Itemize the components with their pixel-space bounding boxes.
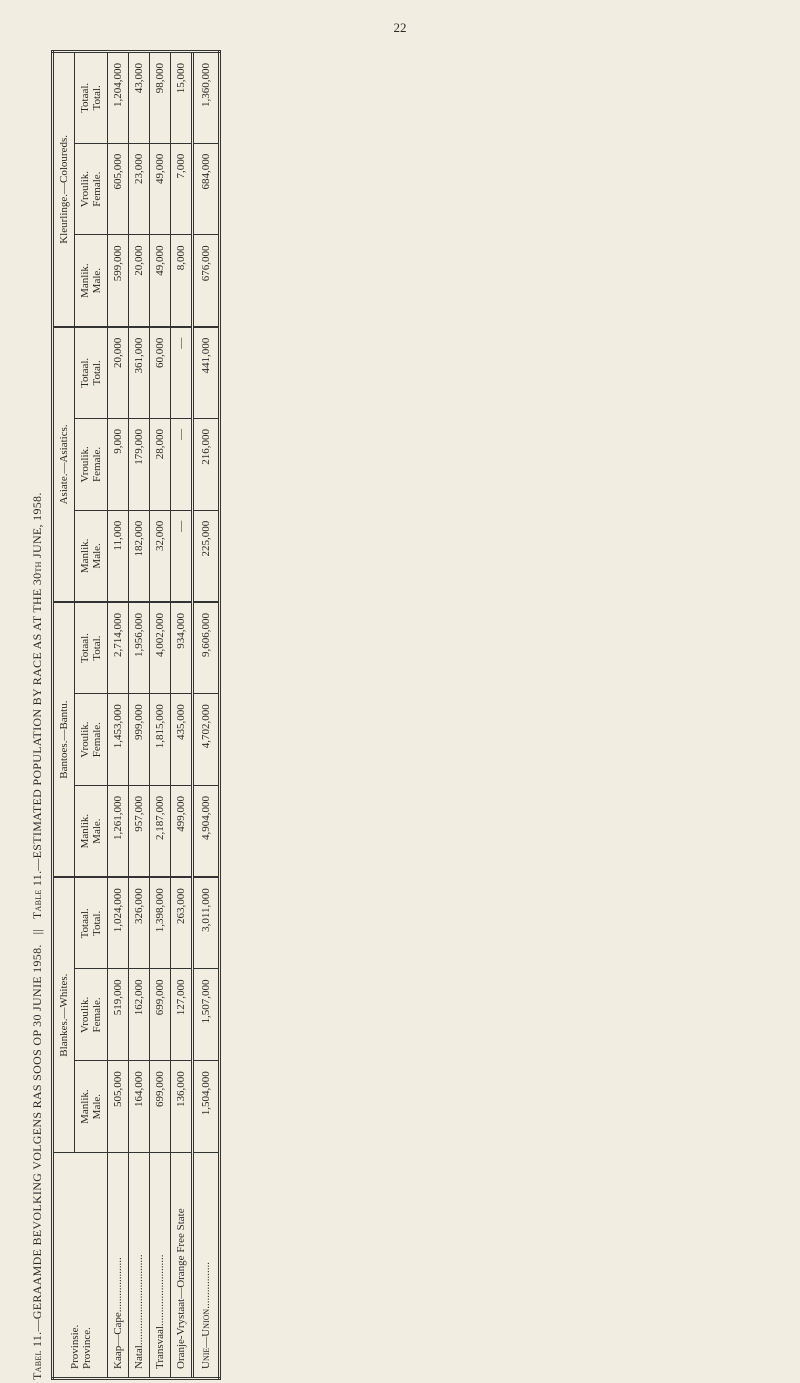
cell: 999,000	[129, 694, 150, 786]
cell: 49,000	[150, 143, 171, 235]
coloureds-male: Manlik.Male.	[75, 235, 108, 327]
cell: 127,000	[171, 969, 193, 1061]
table-row: Kaap—Cape.................... 505,000 51…	[108, 52, 129, 1379]
coloureds-total: Totaal.Total.	[75, 52, 108, 144]
cell: 1,024,000	[108, 877, 129, 969]
cell: 1,360,000	[193, 52, 220, 144]
cell: 263,000	[171, 877, 193, 969]
rotated-content: Tabel 11.—GERAAMDE BEVOLKING VOLGENS RAS…	[30, 50, 221, 1380]
table-row: Natal................................. 1…	[129, 52, 150, 1379]
cell: 957,000	[129, 786, 150, 878]
union-label: Unie—Union.................	[193, 1153, 220, 1379]
whites-male: Manlik.Male.	[75, 1061, 108, 1153]
cell: 1,453,000	[108, 694, 129, 786]
group-bantu: Bantoes.—Bantu.	[53, 602, 75, 877]
cell: 326,000	[129, 877, 150, 969]
cell: 11,000	[108, 510, 129, 602]
cell: 225,000	[193, 510, 220, 602]
cell: 98,000	[150, 52, 171, 144]
cell: 699,000	[150, 969, 171, 1061]
cell: 4,002,000	[150, 602, 171, 694]
cell: 599,000	[108, 235, 129, 327]
cell: 43,000	[129, 52, 150, 144]
cell: 136,000	[171, 1061, 193, 1153]
cell: 7,000	[171, 143, 193, 235]
cell: 1,204,000	[108, 52, 129, 144]
cell: 1,815,000	[150, 694, 171, 786]
group-asiatics: Asiate.—Asiatics.	[53, 327, 75, 602]
row-label: Transvaal..........................	[150, 1153, 171, 1379]
whites-total: Totaal.Total.	[75, 877, 108, 969]
cell: 676,000	[193, 235, 220, 327]
bantu-male: Manlik.Male.	[75, 786, 108, 878]
cell: 684,000	[193, 143, 220, 235]
title-en: Table 11.—ESTIMATED POPULATION BY RACE A…	[30, 492, 44, 919]
cell: 9,000	[108, 419, 129, 511]
cell: 1,507,000	[193, 969, 220, 1061]
page-number: 22	[20, 20, 780, 36]
cell: —	[171, 419, 193, 511]
col-province: Provinsie.Province.	[53, 1153, 108, 1379]
cell: 179,000	[129, 419, 150, 511]
asiatics-male: Manlik.Male.	[75, 510, 108, 602]
group-coloureds: Kleurlinge.—Coloureds.	[53, 52, 75, 327]
cell: 9,606,000	[193, 602, 220, 694]
cell: 435,000	[171, 694, 193, 786]
cell: —	[171, 510, 193, 602]
cell: 499,000	[171, 786, 193, 878]
whites-female: Vroulik.Female.	[75, 969, 108, 1061]
table-row: Oranje-Vrystaat—Orange Free State 136,00…	[171, 52, 193, 1379]
cell: 182,000	[129, 510, 150, 602]
group-whites: Blankes.—Whites.	[53, 877, 75, 1152]
cell: 32,000	[150, 510, 171, 602]
cell: 361,000	[129, 327, 150, 419]
coloureds-female: Vroulik.Female.	[75, 143, 108, 235]
asiatics-total: Totaal.Total.	[75, 327, 108, 419]
row-label: Natal.................................	[129, 1153, 150, 1379]
cell: 2,714,000	[108, 602, 129, 694]
cell: 60,000	[150, 327, 171, 419]
cell: 216,000	[193, 419, 220, 511]
population-table: Provinsie.Province. Blankes.—Whites. Ban…	[51, 50, 221, 1380]
cell: 1,504,000	[193, 1061, 220, 1153]
bantu-female: Vroulik.Female.	[75, 694, 108, 786]
cell: 8,000	[171, 235, 193, 327]
cell: 28,000	[150, 419, 171, 511]
cell: 15,000	[171, 52, 193, 144]
cell: 20,000	[108, 327, 129, 419]
table-body: Kaap—Cape.................... 505,000 51…	[108, 52, 220, 1379]
cell: 934,000	[171, 602, 193, 694]
cell: 441,000	[193, 327, 220, 419]
cell: 49,000	[150, 235, 171, 327]
cell: 519,000	[108, 969, 129, 1061]
cell: 162,000	[129, 969, 150, 1061]
union-row: Unie—Union................. 1,504,000 1,…	[193, 52, 220, 1379]
title-af: Tabel 11.—GERAAMDE BEVOLKING VOLGENS RAS…	[30, 944, 44, 1380]
cell: 164,000	[129, 1061, 150, 1153]
table-row: Transvaal.......................... 699,…	[150, 52, 171, 1379]
cell: 23,000	[129, 143, 150, 235]
cell: 2,187,000	[150, 786, 171, 878]
table-title: Tabel 11.—GERAAMDE BEVOLKING VOLGENS RAS…	[30, 50, 45, 1380]
cell: 699,000	[150, 1061, 171, 1153]
cell: 4,702,000	[193, 694, 220, 786]
cell: 1,261,000	[108, 786, 129, 878]
cell: 1,398,000	[150, 877, 171, 969]
cell: 605,000	[108, 143, 129, 235]
row-label: Kaap—Cape....................	[108, 1153, 129, 1379]
cell: 20,000	[129, 235, 150, 327]
cell: 3,011,000	[193, 877, 220, 969]
cell: —	[171, 327, 193, 419]
asiatics-female: Vroulik.Female.	[75, 419, 108, 511]
bantu-total: Totaal.Total.	[75, 602, 108, 694]
cell: 4,904,000	[193, 786, 220, 878]
cell: 505,000	[108, 1061, 129, 1153]
cell: 1,956,000	[129, 602, 150, 694]
row-label: Oranje-Vrystaat—Orange Free State	[171, 1153, 193, 1379]
